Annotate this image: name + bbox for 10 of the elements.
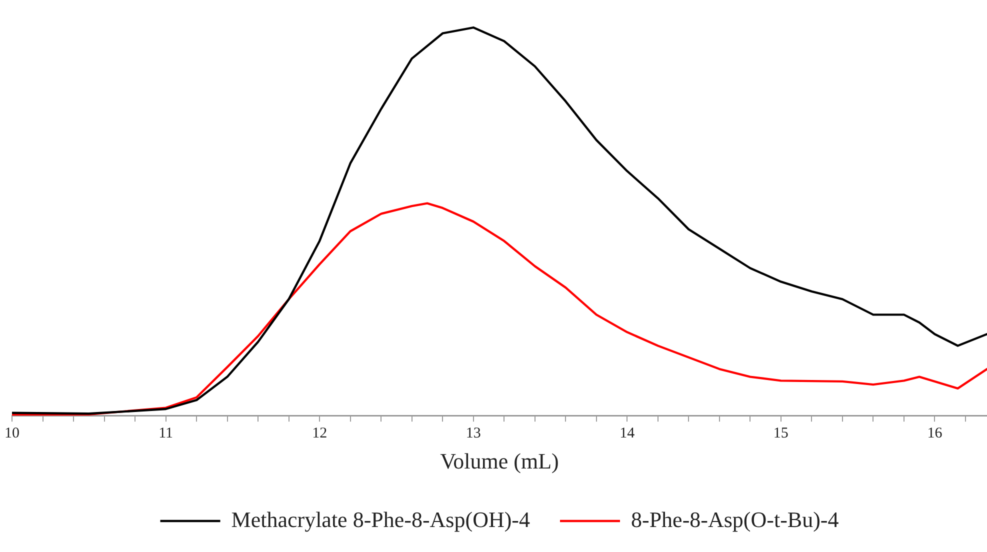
x-tick-label: 10 xyxy=(4,426,20,442)
x-tick-label: 15 xyxy=(773,426,788,442)
legend-label: 8-Phe-8-Asp(O-t-Bu)-4 xyxy=(631,506,839,532)
x-tick-label: 12 xyxy=(312,426,328,442)
x-axis-title: Volume (mL) xyxy=(440,448,559,474)
x-tick-label: 11 xyxy=(158,426,174,442)
x-tick-label: 14 xyxy=(620,426,636,442)
legend-label: Methacrylate 8-Phe-8-Asp(OH)-4 xyxy=(231,506,530,532)
x-tick-label: 16 xyxy=(927,426,943,442)
x-tick-label: 13 xyxy=(466,426,481,442)
